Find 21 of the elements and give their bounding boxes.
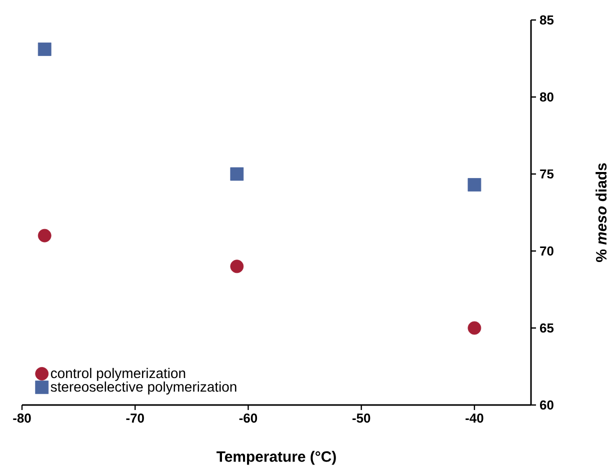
y-axis-title: % meso diads [596, 163, 607, 262]
legend-label: stereoselective polymerization [50, 382, 236, 395]
x-tick-label: -80 [13, 414, 31, 423]
point [38, 228, 52, 242]
point [38, 42, 52, 56]
y-tick-label: 70 [540, 246, 554, 256]
point [230, 260, 244, 274]
y-tick-label: 75 [540, 169, 554, 179]
x-tick-label: -70 [126, 414, 144, 423]
point [468, 178, 482, 192]
y-tick-label: 65 [540, 323, 554, 333]
x-tick-label: -50 [352, 414, 370, 423]
y-tick-label: 60 [540, 400, 554, 410]
x-tick-label: -60 [239, 414, 258, 423]
point [230, 167, 244, 181]
point [468, 321, 482, 335]
y-tick-label: 80 [540, 92, 554, 102]
y-tick-label: 85 [540, 15, 554, 25]
x-axis-title: Temperature (°C) [216, 450, 336, 465]
x-tick-label: -40 [466, 414, 484, 423]
legend-label: control polymerization [50, 368, 186, 381]
